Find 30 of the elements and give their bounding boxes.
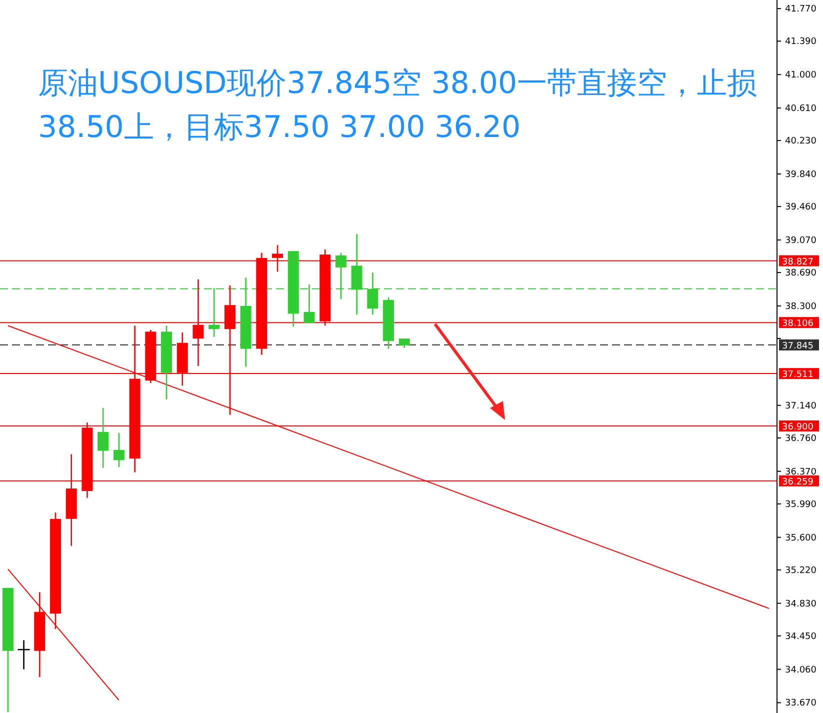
y-tick-label: 34.830 — [785, 599, 817, 610]
y-tick-label: 39.460 — [785, 202, 817, 213]
y-tick-label: 36.370 — [785, 467, 817, 478]
text: 原油USOUSD现价37.845空 38.00一带直接空，止损38.50上，目标37.50 37.00 36.20 — [38, 65, 758, 147]
y-tick-label: 35.990 — [785, 500, 817, 510]
y-tick-label: 40.610 — [785, 104, 817, 114]
y-tick-label: 34.060 — [785, 665, 817, 676]
y-tick-label: 38.300 — [785, 302, 817, 312]
candlestick — [113, 432, 124, 468]
y-tick-label: 39.840 — [785, 170, 817, 180]
y-tick-label: 37.140 — [785, 401, 817, 412]
ref-line-label: 36.900 — [782, 422, 814, 432]
ref-line-label: 38.827 — [782, 257, 814, 268]
y-tick-label: 33.670 — [785, 698, 817, 709]
y-tick-label: 34.450 — [785, 632, 817, 642]
ref-line-label: 37.845 — [782, 341, 814, 352]
y-tick-label: 35.220 — [785, 566, 817, 576]
candlestick — [98, 407, 109, 469]
y-tick-label: 41.390 — [785, 37, 817, 48]
y-tick-label: 36.760 — [785, 434, 817, 444]
ref-line-label: 38.106 — [782, 319, 814, 330]
y-tick-label: 41.000 — [785, 70, 817, 81]
ref-line-label: 36.259 — [782, 477, 814, 488]
candlestick — [398, 338, 410, 349]
y-tick-label: 40.230 — [785, 136, 817, 147]
y-tick-label: 38.690 — [785, 268, 817, 279]
y-tick-label: 35.600 — [785, 533, 817, 544]
ref-line-label: 37.511 — [782, 370, 814, 380]
y-tick-label: 39.070 — [785, 236, 817, 246]
y-tick-label: 41.770 — [785, 4, 817, 15]
